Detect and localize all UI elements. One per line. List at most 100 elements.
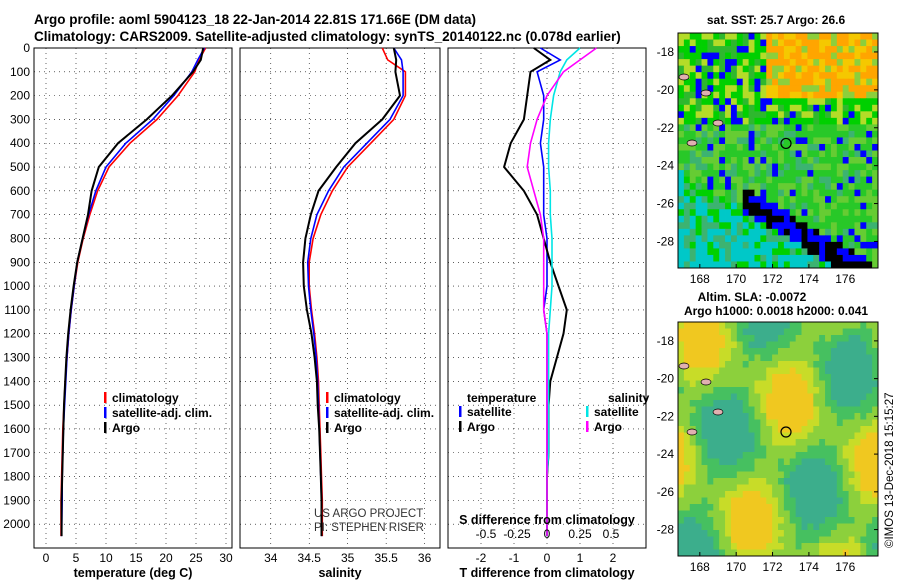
map-cell <box>748 413 755 420</box>
map-cell <box>789 530 797 537</box>
map-cell <box>866 137 873 145</box>
y-tick-label: -22 <box>657 409 675 423</box>
map-cell <box>730 215 738 223</box>
map-cell <box>783 426 791 433</box>
map-cell <box>783 176 791 184</box>
map-cell <box>742 137 749 145</box>
map-cell <box>772 465 779 472</box>
map-cell <box>713 354 720 362</box>
map-cell <box>736 196 744 204</box>
map-cell <box>854 176 861 184</box>
map-cell <box>825 104 832 112</box>
map-cell <box>730 222 738 230</box>
map-cell <box>778 254 785 262</box>
map-cell <box>789 209 797 217</box>
map-cell <box>866 504 873 511</box>
map-cell <box>713 235 720 243</box>
map-cell <box>872 348 879 355</box>
map-cell <box>825 196 832 204</box>
map-cell <box>725 413 732 420</box>
map-cell <box>772 170 779 178</box>
map-cell <box>707 491 714 498</box>
map-cell <box>825 348 832 355</box>
map-cell <box>860 465 867 472</box>
map-cell <box>801 137 808 145</box>
map-cell <box>725 510 732 518</box>
map-cell <box>730 549 738 557</box>
map-cell <box>842 413 849 420</box>
map-cell <box>766 322 773 329</box>
map-cell <box>836 328 844 336</box>
map-cell <box>825 261 832 269</box>
map-cell <box>842 491 849 498</box>
map-cell <box>830 222 838 230</box>
map-cell <box>872 157 879 164</box>
map-cell <box>707 478 714 485</box>
map-cell <box>830 517 838 524</box>
map-cell <box>801 176 808 184</box>
map-cell <box>760 465 767 472</box>
map-cell <box>813 419 820 427</box>
map-cell <box>836 157 844 164</box>
map-cell <box>789 254 797 262</box>
map-cell <box>736 400 744 407</box>
map-cell <box>789 413 797 420</box>
map-cell <box>819 504 826 511</box>
map-cell <box>872 419 879 427</box>
map-cell <box>807 202 814 210</box>
map-cell <box>860 439 867 446</box>
map-cell <box>866 59 873 67</box>
map-cell <box>789 137 797 145</box>
map-cell <box>795 157 802 164</box>
map-cell <box>701 150 708 158</box>
map-cell <box>683 549 691 557</box>
x-tick-label: 30 <box>219 551 233 565</box>
map-cell <box>778 354 785 362</box>
map-cell <box>795 536 802 544</box>
map-cell <box>789 157 797 164</box>
map-cell <box>742 72 749 80</box>
map-cell <box>725 517 732 524</box>
map-cell <box>801 341 808 349</box>
map-cell <box>748 504 755 511</box>
map-cell <box>830 150 838 158</box>
map-cell <box>695 65 702 73</box>
map-cell <box>783 150 791 158</box>
map-cell <box>683 46 691 53</box>
map-cell <box>854 328 861 336</box>
y-tick-label: -24 <box>657 159 675 173</box>
map-cell <box>701 189 708 197</box>
map-cell <box>872 439 879 446</box>
map-cell <box>778 478 785 485</box>
map-cell <box>825 222 832 230</box>
map-cell <box>678 354 685 362</box>
map-cell <box>848 419 855 427</box>
map-cell <box>872 393 879 401</box>
map-cell <box>860 78 867 86</box>
map-cell <box>719 39 726 47</box>
map-cell <box>719 497 726 505</box>
map-cell <box>801 215 808 223</box>
map-cell <box>719 85 726 93</box>
map-cell <box>760 361 767 368</box>
map-cell <box>760 222 767 230</box>
map-cell <box>742 215 749 223</box>
map-cell <box>854 254 861 262</box>
map-cell <box>830 393 838 401</box>
map-cell <box>695 235 702 243</box>
map-cell <box>860 124 867 132</box>
map-cell <box>830 348 838 355</box>
map-cell <box>683 117 691 125</box>
map-cell <box>807 354 814 362</box>
map-cell <box>860 150 867 158</box>
map-cell <box>736 445 744 453</box>
map-cell <box>795 432 802 440</box>
map-cell <box>683 471 691 479</box>
map-cell <box>801 52 808 60</box>
map-cell <box>854 72 861 80</box>
map-cell <box>854 33 861 40</box>
y-tick-label: -26 <box>657 197 675 211</box>
map-cell <box>707 85 714 93</box>
map-cell <box>760 176 767 184</box>
map-cell <box>819 189 826 197</box>
